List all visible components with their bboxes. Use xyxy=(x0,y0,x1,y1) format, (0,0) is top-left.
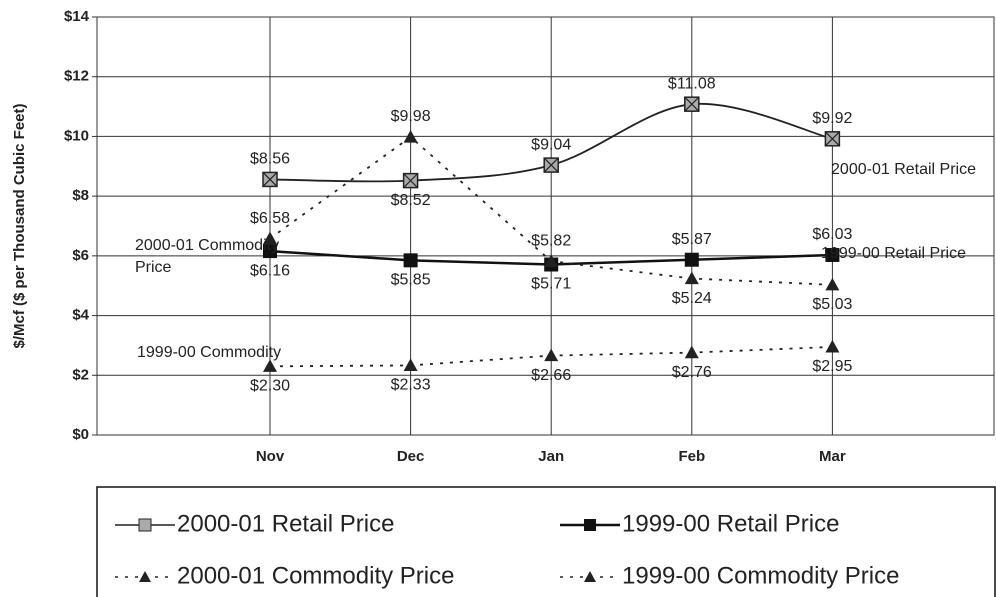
marker-cross xyxy=(824,131,840,147)
legend-marker xyxy=(584,519,596,531)
legend-text: 2000-01 Commodity Price xyxy=(177,562,454,589)
y-tick-label: $6 xyxy=(72,247,89,264)
data-label: $5.85 xyxy=(391,272,431,289)
marker xyxy=(684,252,699,267)
legend-text: 2000-01 Retail Price xyxy=(177,510,394,537)
y-tick-label: $4 xyxy=(72,307,89,324)
marker-cross xyxy=(262,171,278,187)
y-axis-label: $/Mcf ($ per Thousand Cubic Feet) xyxy=(11,103,28,348)
marker xyxy=(544,348,559,362)
x-tick-label: Dec xyxy=(397,448,425,465)
legend-marker xyxy=(138,518,152,532)
data-label: $9.92 xyxy=(812,110,852,127)
data-label: $11.08 xyxy=(668,75,716,92)
data-label: $6.58 xyxy=(250,210,290,227)
data-label: $6.16 xyxy=(250,262,290,279)
marker xyxy=(263,244,277,259)
marker xyxy=(403,253,418,268)
data-label: $5.87 xyxy=(672,231,712,248)
data-label: $6.03 xyxy=(812,226,852,243)
x-tick-label: Jan xyxy=(538,448,564,465)
data-label: $5.03 xyxy=(812,296,852,313)
data-label: $2.95 xyxy=(812,358,852,375)
marker xyxy=(825,339,840,353)
annotation: 1999-00 Retail Price xyxy=(821,245,966,262)
marker xyxy=(544,254,559,267)
x-tick-label: Feb xyxy=(678,448,705,465)
data-label: $5.24 xyxy=(672,290,712,307)
data-label: $8.56 xyxy=(250,151,290,168)
marker xyxy=(825,277,840,291)
x-tick-label: Mar xyxy=(819,448,846,465)
y-tick-label: $14 xyxy=(64,8,90,25)
data-label: $2.76 xyxy=(672,364,712,381)
marker xyxy=(825,247,840,262)
annotation: 1999-00 Commodity xyxy=(137,344,281,361)
data-label: $8.52 xyxy=(391,192,431,209)
marker xyxy=(403,130,418,143)
legend-marker xyxy=(584,571,596,582)
marker xyxy=(684,271,699,285)
legend-text: 1999-00 Commodity Price xyxy=(622,562,899,589)
marker xyxy=(684,345,699,359)
marker xyxy=(263,231,277,245)
legend-text: 1999-00 Retail Price xyxy=(622,510,839,537)
marker xyxy=(403,358,418,372)
marker-cross xyxy=(684,96,700,112)
marker-cross xyxy=(403,173,419,189)
y-tick-label: $0 xyxy=(72,426,89,443)
annotation: 2000-01 Commodity xyxy=(135,237,279,254)
data-label: $9.04 xyxy=(531,136,571,153)
annotation: Price xyxy=(135,259,172,276)
data-label: $9.98 xyxy=(391,108,431,125)
x-tick-label: Nov xyxy=(256,448,285,465)
marker xyxy=(263,359,277,372)
data-label: $5.82 xyxy=(531,232,571,249)
annotation: 2000-01 Retail Price xyxy=(831,161,976,178)
y-tick-label: $10 xyxy=(64,127,89,144)
marker-cross xyxy=(543,157,559,173)
data-label: $2.30 xyxy=(250,378,290,395)
y-tick-label: $12 xyxy=(64,68,89,85)
y-tick-label: $2 xyxy=(72,366,89,383)
data-label: $2.66 xyxy=(531,367,571,384)
y-tick-label: $8 xyxy=(72,187,89,204)
legend-marker xyxy=(139,571,151,582)
legend-box xyxy=(96,486,996,597)
data-label: $5.71 xyxy=(531,276,571,293)
data-label: $2.33 xyxy=(391,377,431,394)
